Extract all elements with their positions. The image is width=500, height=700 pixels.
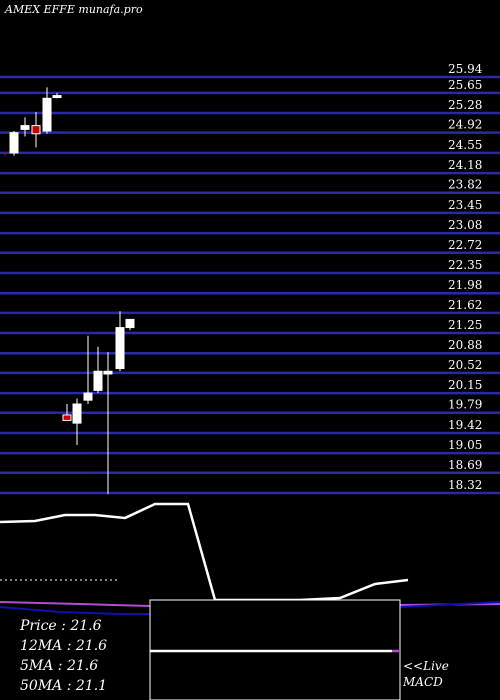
y-tick-label: 21.98 — [448, 278, 482, 292]
candle-body — [62, 414, 72, 421]
candle — [83, 335, 93, 405]
y-tick-label: 20.15 — [448, 378, 482, 392]
y-tick-label: 22.35 — [448, 258, 482, 272]
candle — [31, 111, 41, 148]
candle — [42, 87, 52, 134]
candle — [93, 346, 103, 394]
price-legend: Price : 21.6 — [19, 618, 102, 634]
y-tick-label: 22.72 — [448, 238, 482, 252]
candle-body — [9, 132, 19, 154]
y-tick-label: 21.62 — [448, 298, 482, 312]
candle-body — [115, 327, 125, 370]
candle-body — [20, 125, 30, 130]
y-tick-label: 25.94 — [448, 62, 483, 76]
candle — [103, 352, 113, 495]
y-tick-label: 21.25 — [448, 318, 482, 332]
y-tick-label: 20.52 — [448, 358, 482, 372]
y-tick-label: 23.08 — [448, 218, 482, 232]
candle — [9, 131, 19, 156]
y-tick-label: 18.32 — [448, 478, 482, 492]
candle — [72, 398, 82, 445]
y-tick-label: 24.18 — [448, 158, 482, 172]
y-tick-label: 18.69 — [448, 458, 482, 472]
price-line — [0, 502, 409, 602]
ma50-legend: 50MA : 21.1 — [20, 678, 107, 694]
y-tick-label: 19.42 — [448, 418, 482, 432]
y-tick-label: 24.55 — [448, 138, 482, 152]
y-tick-label: 20.88 — [448, 338, 482, 352]
candle-body — [93, 370, 103, 391]
candle — [62, 404, 72, 421]
candle-body — [72, 403, 82, 424]
y-tick-label: 23.82 — [448, 178, 482, 192]
y-tick-label: 24.92 — [448, 118, 482, 132]
candle-body — [42, 97, 52, 132]
candle-body — [125, 318, 135, 329]
chart-title: AMEX EFFE munafa.pro — [4, 3, 143, 16]
candle-body — [103, 370, 113, 375]
candle-body — [31, 125, 41, 135]
macd-label: MACD — [402, 675, 443, 689]
y-tick-label: 19.79 — [448, 398, 482, 412]
y-tick-label: 23.45 — [448, 198, 482, 212]
marker-glyph: › — [3, 149, 7, 160]
candle-body — [83, 392, 93, 401]
ma5-legend: 5MA : 21.6 — [20, 658, 98, 674]
y-tick-label: 25.65 — [448, 78, 482, 92]
candle — [52, 92, 62, 99]
macd-live-label: <<Live — [403, 659, 449, 673]
candle — [125, 318, 135, 331]
ma12-legend: 12MA : 21.6 — [20, 638, 107, 654]
ma-blue-line — [0, 601, 500, 615]
candle — [20, 117, 30, 137]
candle-body — [52, 95, 62, 99]
y-tick-label: 25.28 — [448, 98, 482, 112]
candle — [115, 311, 125, 372]
y-tick-label: 19.05 — [448, 438, 482, 452]
